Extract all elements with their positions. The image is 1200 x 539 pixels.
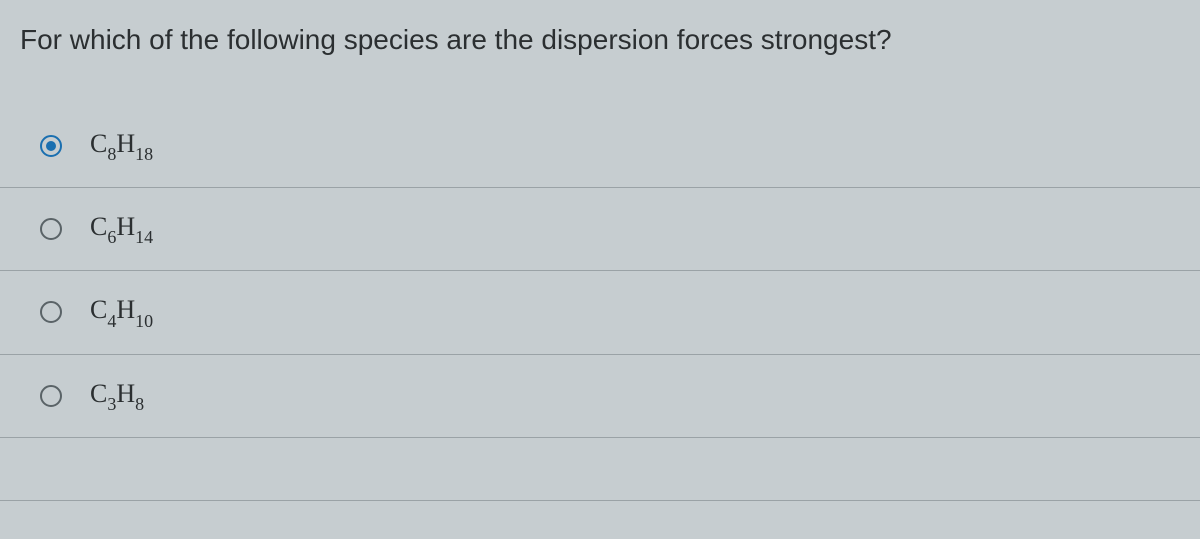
c-subscript: 4 [107, 311, 116, 331]
options-group: C8H18 C6H14 C4H10 C3H8 [0, 105, 1200, 438]
h-subscript: 14 [135, 227, 153, 247]
h-subscript: 10 [135, 311, 153, 331]
radio-icon[interactable] [40, 301, 62, 323]
option-label: C6H14 [90, 212, 153, 246]
radio-dot-icon [46, 141, 56, 151]
h-subscript: 8 [135, 394, 144, 414]
c-subscript: 3 [107, 394, 116, 414]
c-subscript: 8 [107, 144, 116, 164]
c-subscript: 6 [107, 227, 116, 247]
radio-icon[interactable] [40, 135, 62, 157]
option-c8h18[interactable]: C8H18 [0, 105, 1200, 188]
option-label: C3H8 [90, 379, 144, 413]
divider-line [0, 500, 1200, 501]
radio-icon[interactable] [40, 385, 62, 407]
option-c6h14[interactable]: C6H14 [0, 188, 1200, 271]
option-label: C8H18 [90, 129, 153, 163]
option-label: C4H10 [90, 295, 153, 329]
h-subscript: 18 [135, 144, 153, 164]
option-c3h8[interactable]: C3H8 [0, 355, 1200, 438]
radio-icon[interactable] [40, 218, 62, 240]
question-text: For which of the following species are t… [20, 22, 892, 58]
option-c4h10[interactable]: C4H10 [0, 271, 1200, 354]
